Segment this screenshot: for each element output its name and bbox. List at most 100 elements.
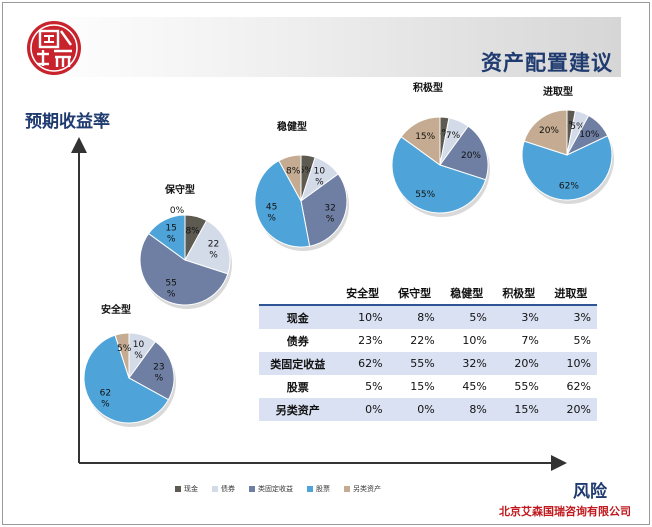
legend-swatch: [175, 486, 181, 492]
table-header-cell: 积极型: [492, 281, 545, 306]
slice-label: 0%: [170, 206, 185, 216]
table-cell: 45%: [440, 375, 493, 398]
pie-slice: [114, 332, 130, 379]
pie-slice: [300, 173, 348, 247]
pie-chart: 3%7%20% 55% 15% 积极型: [391, 81, 490, 217]
table-cell: 3%: [492, 305, 545, 329]
pie-chart: 3%5%10% 62% 20% 进取型: [521, 85, 614, 204]
legend-swatch: [212, 486, 218, 492]
table-row-label: 另类资产: [259, 398, 337, 421]
pie-title: 安全型: [101, 303, 131, 316]
slice-label: 5%: [570, 122, 585, 132]
pie-slice: [128, 340, 175, 401]
table-cell: 15%: [388, 375, 441, 398]
slice-label: 62%: [559, 182, 579, 192]
legend-swatch: [249, 486, 255, 492]
table-cell: 62%: [336, 352, 389, 375]
pie-slice: [147, 214, 186, 261]
slice-label: 3%: [436, 129, 451, 139]
legend-swatch: [307, 486, 313, 492]
slice-label: 55%: [415, 190, 435, 200]
table-cell: 5%: [440, 305, 493, 329]
slice-label: 15%: [415, 132, 435, 142]
table-header-cell: 稳健型: [440, 281, 493, 306]
table-corner: [259, 281, 337, 306]
legend-label: 债券: [221, 485, 235, 493]
table-cell: 8%: [440, 398, 493, 421]
pie-chart: 8% 22 % 55 % 15 % 0% 保守型: [139, 183, 232, 309]
legend-item: 债券: [212, 482, 235, 496]
table-cell: 55%: [492, 375, 545, 398]
header-band: [33, 17, 621, 77]
pie-slice: [400, 116, 441, 166]
slice-label: 15%: [165, 224, 176, 245]
pie-slice: [254, 160, 311, 248]
table-row: 债券 23% 22% 10% 7% 5%: [259, 329, 597, 352]
table-cell: 0%: [336, 398, 389, 421]
slice-label: 23%: [153, 362, 164, 383]
pie-slice: [184, 219, 231, 275]
slice-label: 20%: [461, 151, 481, 161]
slice-label: 22%: [208, 240, 219, 261]
table-cell: 20%: [492, 352, 545, 375]
y-axis-label: 预期收益率: [25, 112, 110, 132]
table-cell: 8%: [388, 305, 441, 329]
table-cell: 5%: [336, 375, 389, 398]
x-axis-label: 风险: [573, 482, 607, 502]
slice-label: 10%: [314, 167, 326, 188]
slice-label: 7%: [446, 131, 461, 141]
table-cell: 10%: [440, 329, 493, 352]
table-cell: 22%: [388, 329, 441, 352]
pie-title: 保守型: [164, 183, 195, 196]
legend-item: 现金: [175, 482, 198, 496]
table-row-label: 类固定收益: [259, 352, 337, 375]
slide-title: 资产配置建议: [481, 51, 613, 75]
pie-slice: [278, 154, 302, 202]
pie-slice: [139, 232, 229, 306]
pie-slice: [523, 109, 568, 156]
table-cell: 10%: [544, 352, 597, 375]
pie-title: 进取型: [543, 85, 573, 98]
company-name: 北京艾森国瑞咨询有限公司: [499, 505, 631, 518]
table-row-label: 股票: [259, 375, 337, 398]
slice-label: 3%: [563, 121, 578, 131]
table-header-cell: 安全型: [336, 281, 389, 306]
table-cell: 62%: [544, 375, 597, 398]
allocation-table: 安全型 保守型 稳健型 积极型 进取型 现金 10% 8% 5% 3% 3% 债…: [259, 281, 597, 421]
pie-slice: [521, 135, 613, 201]
slice-label: 10%: [579, 130, 599, 140]
table-cell: 55%: [388, 352, 441, 375]
legend-swatch: [344, 486, 350, 492]
pie-slice: [439, 125, 489, 181]
legend-item: 股票: [307, 482, 330, 496]
table-row: 类固定收益 62% 55% 32% 20% 10%: [259, 352, 597, 375]
table-cell: 15%: [492, 398, 545, 421]
slice-label: 5%: [117, 344, 132, 354]
table-cell: 0%: [388, 398, 441, 421]
slice-label: 62%: [100, 389, 111, 410]
table-row: 另类资产 0% 0% 8% 15% 20%: [259, 398, 597, 421]
legend-item: 类固定收益: [249, 482, 293, 496]
table-cell: 20%: [544, 398, 597, 421]
guorui-seal-logo: [27, 21, 81, 75]
slice-label: 8%: [286, 167, 301, 177]
legend-label: 现金: [184, 485, 198, 493]
table-header-row: 安全型 保守型 稳健型 积极型 进取型: [259, 281, 597, 306]
pie-chart: 5% 10 % 32 % 45 % 8% 稳健型: [254, 120, 349, 251]
table-cell: 7%: [492, 329, 545, 352]
legend-label: 另类资产: [353, 485, 381, 493]
table-row-label: 现金: [259, 305, 337, 329]
legend-label: 股票: [316, 485, 330, 493]
table-cell: 32%: [440, 352, 493, 375]
pie-title: 积极型: [413, 81, 443, 94]
slice-label: 10%: [133, 340, 145, 361]
table-row: 现金 10% 8% 5% 3% 3%: [259, 305, 597, 329]
pie-title: 稳健型: [277, 120, 307, 133]
pie-slice: [391, 136, 487, 214]
table-row: 股票 5% 15% 45% 55% 62%: [259, 375, 597, 398]
slice-label: 8%: [185, 226, 200, 236]
table-cell: 3%: [544, 305, 597, 329]
